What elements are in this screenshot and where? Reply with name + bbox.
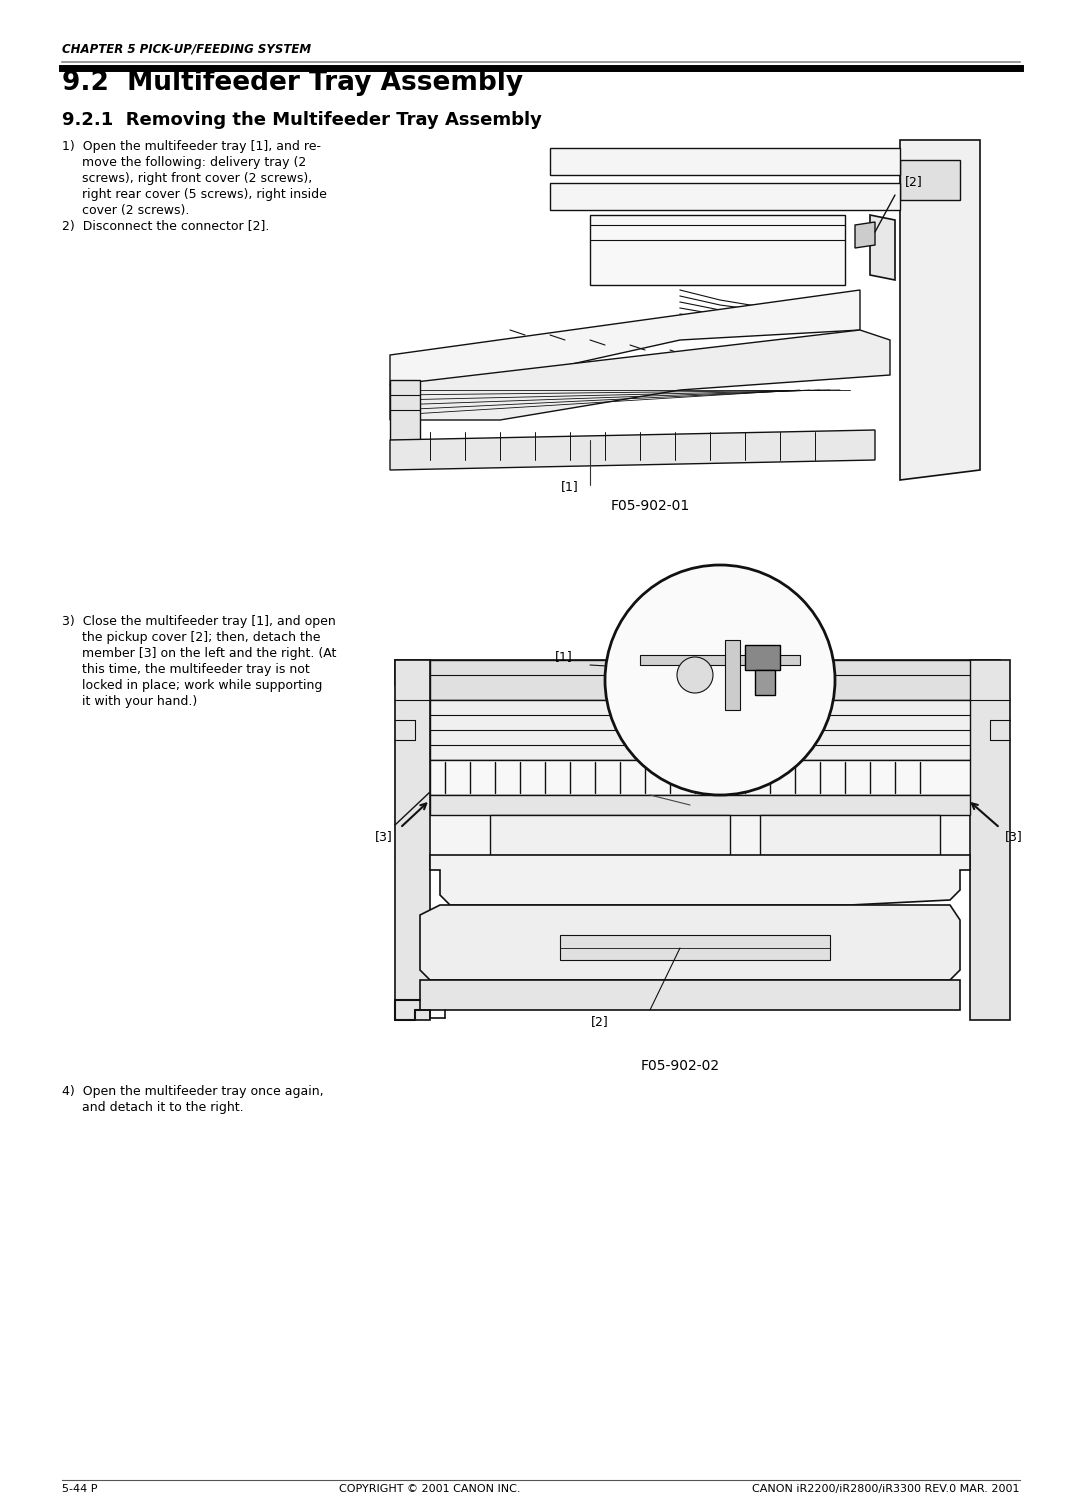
Text: COPYRIGHT © 2001 CANON INC.: COPYRIGHT © 2001 CANON INC.	[339, 1483, 521, 1494]
Text: the pickup cover [2]; then, detach the: the pickup cover [2]; then, detach the	[62, 631, 321, 644]
Circle shape	[677, 658, 713, 692]
Polygon shape	[430, 700, 970, 761]
Polygon shape	[755, 670, 775, 696]
Text: F05-902-02: F05-902-02	[640, 1058, 719, 1074]
Text: F05-902-01: F05-902-01	[610, 499, 690, 513]
Text: 9.2.1  Removing the Multifeeder Tray Assembly: 9.2.1 Removing the Multifeeder Tray Asse…	[62, 110, 542, 129]
Polygon shape	[970, 661, 1010, 1021]
Polygon shape	[395, 661, 430, 1021]
Polygon shape	[420, 906, 960, 980]
Text: [1]: [1]	[562, 479, 579, 493]
Circle shape	[605, 565, 835, 795]
Polygon shape	[900, 141, 980, 479]
Text: 2)  Disconnect the connector [2].: 2) Disconnect the connector [2].	[62, 221, 269, 233]
Text: member [3] on the left and the right. (At: member [3] on the left and the right. (A…	[62, 647, 336, 661]
Text: 5-44 P: 5-44 P	[62, 1483, 97, 1494]
Polygon shape	[430, 761, 970, 795]
Polygon shape	[745, 646, 780, 670]
Text: and detach it to the right.: and detach it to the right.	[62, 1101, 244, 1114]
Text: 9.2  Multifeeder Tray Assembly: 9.2 Multifeeder Tray Assembly	[62, 70, 523, 95]
Polygon shape	[395, 661, 1000, 685]
Polygon shape	[590, 215, 845, 284]
Polygon shape	[390, 380, 420, 440]
Text: locked in place; work while supporting: locked in place; work while supporting	[62, 679, 322, 692]
Text: 1)  Open the multifeeder tray [1], and re-: 1) Open the multifeeder tray [1], and re…	[62, 141, 321, 153]
Polygon shape	[395, 685, 1000, 860]
Polygon shape	[390, 330, 890, 420]
Text: [3]: [3]	[1005, 830, 1023, 844]
Text: it with your hand.): it with your hand.)	[62, 696, 198, 708]
Polygon shape	[390, 429, 875, 470]
Text: 4)  Open the multifeeder tray once again,: 4) Open the multifeeder tray once again,	[62, 1086, 324, 1098]
Text: [3]: [3]	[375, 830, 393, 844]
Text: [3]: [3]	[810, 649, 827, 661]
Text: 3)  Close the multifeeder tray [1], and open: 3) Close the multifeeder tray [1], and o…	[62, 615, 336, 627]
Text: CANON iR2200/iR2800/iR3300 REV.0 MAR. 2001: CANON iR2200/iR2800/iR3300 REV.0 MAR. 20…	[753, 1483, 1020, 1494]
Polygon shape	[430, 795, 970, 815]
Polygon shape	[760, 815, 940, 854]
Text: screws), right front cover (2 screws),: screws), right front cover (2 screws),	[62, 172, 312, 184]
Text: right rear cover (5 screws), right inside: right rear cover (5 screws), right insid…	[62, 187, 327, 201]
Text: [1]: [1]	[555, 650, 572, 662]
Polygon shape	[430, 661, 970, 700]
Polygon shape	[855, 222, 875, 248]
Polygon shape	[640, 655, 800, 665]
Polygon shape	[490, 815, 730, 854]
Polygon shape	[550, 183, 900, 210]
Polygon shape	[430, 854, 970, 906]
Polygon shape	[900, 160, 960, 200]
Text: cover (2 screws).: cover (2 screws).	[62, 204, 189, 218]
Text: this time, the multifeeder tray is not: this time, the multifeeder tray is not	[62, 662, 310, 676]
Polygon shape	[870, 215, 895, 280]
Text: [2]: [2]	[591, 1015, 609, 1028]
Polygon shape	[550, 148, 900, 175]
Polygon shape	[725, 640, 740, 711]
Polygon shape	[390, 290, 860, 386]
Text: CHAPTER 5 PICK-UP/FEEDING SYSTEM: CHAPTER 5 PICK-UP/FEEDING SYSTEM	[62, 42, 311, 54]
Text: move the following: delivery tray (2: move the following: delivery tray (2	[62, 156, 307, 169]
Polygon shape	[420, 980, 960, 1010]
Text: [2]: [2]	[905, 175, 922, 187]
Polygon shape	[561, 934, 831, 960]
